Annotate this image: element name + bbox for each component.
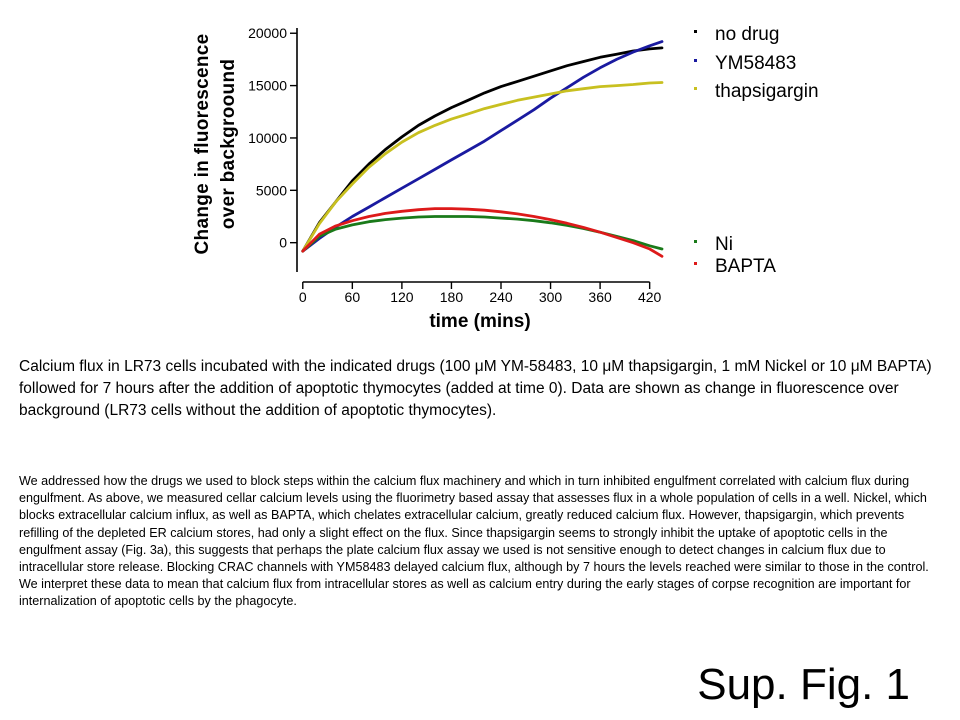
legend-marker xyxy=(694,30,697,34)
y-tick-label: 5000 xyxy=(256,182,287,198)
chart-series-group xyxy=(301,40,664,258)
y-tick-label: 15000 xyxy=(248,78,287,94)
legend-label: Ni xyxy=(715,234,733,255)
y-tick-label: 20000 xyxy=(248,25,287,41)
x-tick-label: 60 xyxy=(345,289,361,305)
x-tick-label: 420 xyxy=(638,289,662,305)
chart-axes: 0 5000 10000 15000 20000 0 60 120 180 240 300 360 42… xyxy=(248,25,661,305)
legend-marker xyxy=(694,59,697,63)
body-paragraph: We addressed how the drugs we used to bl… xyxy=(19,474,929,609)
x-tick-label: 360 xyxy=(588,289,612,305)
x-axis-label: time (mins) xyxy=(429,311,531,332)
x-tick-label: 300 xyxy=(539,289,563,305)
x-tick-label: 120 xyxy=(390,289,414,305)
legend-item-bapta: BAPTA xyxy=(694,256,776,278)
y-tick-label: 10000 xyxy=(248,130,287,146)
legend-item-thapsigargin: thapsigargin xyxy=(694,81,819,103)
y-axis-label: Change in fluorescence over backgroound xyxy=(190,30,248,258)
legend-label: thapsigargin xyxy=(715,81,819,102)
legend-item-ym58483: YM58483 xyxy=(694,53,796,75)
series-line-thapsigargin xyxy=(301,81,664,253)
x-tick-label: 180 xyxy=(440,289,464,305)
x-tick-label: 240 xyxy=(489,289,513,305)
calcium-flux-chart: 0 5000 10000 15000 20000 0 60 120 180 240 300 360 42… xyxy=(248,25,664,305)
series-line-no-drug xyxy=(301,46,664,253)
series-line-bapta xyxy=(301,207,664,258)
legend-item-no-drug: no drug xyxy=(694,24,779,46)
legend-marker xyxy=(694,262,697,266)
figure-label: Sup. Fig. 1 xyxy=(697,660,910,709)
legend-label: BAPTA xyxy=(715,256,776,277)
y-axis-label-text: Change in fluorescence over backgroound xyxy=(192,33,239,255)
y-tick-label: 0 xyxy=(279,235,287,251)
figure-caption: Calcium flux in LR73 cells incubated wit… xyxy=(19,358,932,419)
legend-label: YM58483 xyxy=(715,53,797,74)
legend-marker xyxy=(694,240,697,244)
legend-marker xyxy=(694,87,697,91)
x-tick-label: 0 xyxy=(299,289,307,305)
legend-item-ni: Ni xyxy=(694,234,733,256)
series-line-ym58483 xyxy=(301,40,664,253)
legend-label: no drug xyxy=(715,24,780,45)
